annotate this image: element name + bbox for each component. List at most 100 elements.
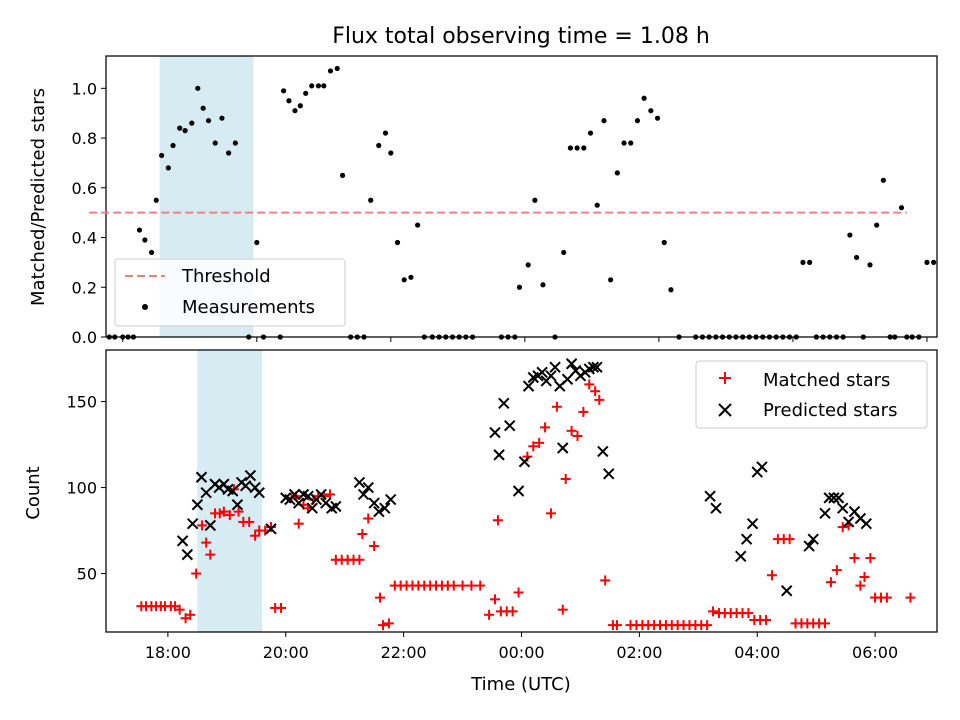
measurement-point xyxy=(429,334,435,340)
predicted-star-marker xyxy=(823,492,835,504)
matched-star-marker xyxy=(820,618,831,629)
matched-star-marker xyxy=(375,592,386,603)
measurement-point xyxy=(746,334,752,340)
measurement-point xyxy=(867,262,873,268)
measurement-point xyxy=(608,277,614,283)
matched-star-marker xyxy=(224,510,235,521)
measurement-point xyxy=(654,115,661,121)
predicted-star-marker xyxy=(384,493,397,506)
measurement-point xyxy=(860,334,866,340)
measurement-point xyxy=(760,334,766,340)
predicted-star-marker xyxy=(204,519,217,532)
measurement-point xyxy=(840,334,846,340)
measurement-point xyxy=(177,125,183,131)
measurement-point xyxy=(892,334,898,340)
x-axis-label: Time (UTC) xyxy=(470,674,571,695)
matched-star-marker xyxy=(174,604,185,615)
predicted-star-marker xyxy=(557,442,569,454)
matched-star-marker xyxy=(191,568,202,579)
predicted-star-marker xyxy=(239,480,252,492)
predicted-star-marker xyxy=(489,426,501,439)
predicted-star-marker xyxy=(191,499,204,511)
top-legend-box xyxy=(114,258,346,327)
measurement-point xyxy=(931,259,937,265)
measurement-point xyxy=(415,222,421,228)
measurement-point xyxy=(200,105,206,111)
predicted-star-marker xyxy=(493,449,505,461)
measurement-point xyxy=(827,334,833,340)
predicted-star-marker xyxy=(549,361,561,373)
predicted-star-marker xyxy=(288,488,301,501)
matched-star-marker xyxy=(849,553,860,564)
measurement-point xyxy=(512,334,518,340)
measurement-point xyxy=(820,334,826,340)
predicted-star-marker xyxy=(819,507,831,520)
measurement-point xyxy=(753,334,759,340)
matched-star-marker xyxy=(205,549,216,560)
top-panel: 0.0 0.2 0.4 0.6 0.8 1.0 Matched/Predicted sta… xyxy=(28,55,938,347)
matched-star-marker xyxy=(560,473,571,484)
matched-star-marker xyxy=(378,620,388,631)
measurement-point xyxy=(130,334,137,340)
measurement-point xyxy=(516,284,523,290)
matched-star-marker xyxy=(905,592,916,603)
measurement-point xyxy=(421,334,427,340)
matched-star-marker xyxy=(611,620,622,631)
predicted-star-marker xyxy=(518,456,531,468)
matched-star-marker xyxy=(590,386,601,397)
predicted-star-marker xyxy=(504,419,516,432)
top-x-tick-marks xyxy=(122,337,928,342)
measurement-point xyxy=(189,120,195,126)
matched-star-marker xyxy=(484,609,495,620)
matched-star-marker xyxy=(578,406,589,417)
matched-star-marker xyxy=(855,580,866,591)
measurement-point xyxy=(699,334,706,340)
matched-star-marker xyxy=(201,537,212,548)
measurement-point xyxy=(334,65,340,72)
matched-star-marker xyxy=(457,580,468,591)
measurement-point xyxy=(614,170,620,176)
matched-star-marker xyxy=(293,518,304,529)
predicted-star-marker xyxy=(176,535,189,547)
predicted-star-marker xyxy=(200,487,212,499)
measurement-point xyxy=(354,334,360,340)
predicted-star-marker xyxy=(735,550,747,563)
predicted-star-marker xyxy=(746,517,759,530)
matched-star-marker xyxy=(825,577,836,588)
measurement-point xyxy=(581,145,587,151)
predicted-star-marker xyxy=(591,361,603,373)
measurement-point xyxy=(594,202,600,208)
bottom-x-axis: 18:00 20:00 22:00 00:00 02:00 04:00 06:00 xyxy=(145,632,898,662)
measurement-point xyxy=(232,140,238,146)
matched-star-marker xyxy=(708,606,719,617)
matched-star-marker xyxy=(566,425,577,436)
bottom-legend-box xyxy=(695,360,928,429)
matched-star-marker xyxy=(250,530,261,541)
y-tick-label: 0.2 xyxy=(72,278,97,297)
measurement-point xyxy=(726,334,732,340)
measurement-point xyxy=(348,334,354,340)
measurement-point xyxy=(136,227,143,233)
measurement-point xyxy=(260,334,267,340)
predicted-star-marker xyxy=(512,485,525,497)
measurement-point xyxy=(924,259,930,265)
top-plot-frame xyxy=(105,55,938,338)
measurement-point xyxy=(277,334,283,340)
measurement-point xyxy=(793,334,799,340)
measurement-point xyxy=(525,262,531,268)
measurement-point xyxy=(212,140,218,146)
predicted-star-marker xyxy=(803,540,815,552)
measurement-point xyxy=(733,334,739,340)
measurement-point xyxy=(125,334,131,340)
bottom-legend: Matched stars Predicted stars xyxy=(695,360,928,429)
matched-stars-points xyxy=(136,379,916,631)
matched-star-marker xyxy=(551,401,562,412)
predicted-star-marker xyxy=(302,490,314,502)
measurement-point xyxy=(142,237,148,243)
measurement-point xyxy=(315,83,322,89)
measurement-point xyxy=(148,249,155,256)
measurement-point xyxy=(170,142,176,149)
measurement-point xyxy=(456,334,462,340)
matched-star-marker xyxy=(475,580,486,591)
